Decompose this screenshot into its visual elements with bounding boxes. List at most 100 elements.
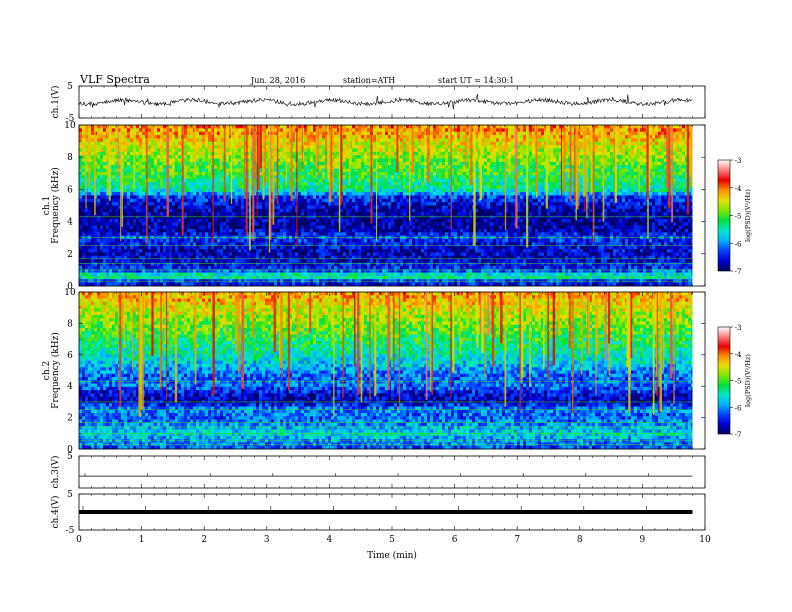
spectrogram-cell [307,192,310,196]
spectrogram-cell [196,128,199,132]
spectrogram-cell [151,195,154,199]
spectrogram-cell [238,162,241,166]
spectrogram-cell [439,172,442,176]
spectrogram-cell [520,169,523,173]
spectrogram-cell [487,148,490,152]
spectrogram-cell [388,169,391,173]
spectrogram-cell [172,189,175,193]
spectrogram-cell [673,135,676,139]
spectrogram-cell [85,175,88,179]
spectrogram-cell [199,192,202,196]
spectrogram-cell [658,162,661,166]
spectrogram-cell [286,189,289,193]
spectrogram-cell [661,189,664,193]
spectrogram-cell [187,162,190,166]
spectrogram-cell [361,128,364,132]
spectrogram-cell [400,162,403,166]
spectrogram-cell [175,162,178,166]
spectrogram-cell [205,179,208,183]
spectrogram-cell [235,152,238,156]
spectrogram-cell [502,182,505,186]
spectrogram-cell [241,195,244,199]
spectrogram-cell [490,202,493,206]
spectrogram-cell [385,148,388,152]
spectrogram-cell [442,189,445,193]
spectrogram-cell [202,169,205,173]
spectrogram-cell [433,169,436,173]
spectrogram-cell [91,192,94,196]
spectrogram-cell [652,159,655,163]
spectrogram-cell [643,162,646,166]
spectrogram-cell [415,142,418,146]
spectrogram-cell [319,132,322,136]
spectrogram-cell [232,199,235,203]
spectrogram-cell [436,189,439,193]
spectrogram-cell [103,172,106,176]
spectrogram-cell [463,199,466,203]
spectrogram-cell [229,206,232,210]
spectrogram-cell [79,148,82,152]
spectrogram-cell [139,162,142,166]
spectrogram-cell [385,152,388,156]
spectrogram-cell [112,162,115,166]
spectrogram-cell [406,148,409,152]
spectrogram-cell [352,142,355,146]
spectrogram-cell [382,152,385,156]
spectrogram-cell [202,142,205,146]
spectrogram-cell [622,195,625,199]
spectrogram-cell [226,179,229,183]
spectrogram-cell [460,192,463,196]
spectrogram-cell [463,182,466,186]
spectrogram-cell [439,199,442,203]
spectrogram-cell [628,185,631,189]
spectrogram-cell [127,125,130,129]
spectrogram-cell [190,135,193,139]
spectrogram-cell [610,175,613,179]
spectrogram-cell [511,195,514,199]
spectrogram-cell [433,179,436,183]
spectrogram-cell [196,165,199,169]
spectrogram-cell [322,165,325,169]
spectrogram-cell [382,172,385,176]
spectrogram-cell [127,165,130,169]
spectrogram-cell [343,192,346,196]
spectrogram-cell [346,132,349,136]
spectrogram-cell [430,175,433,179]
spectrogram-cell [664,189,667,193]
spectrogram-cell [190,159,193,163]
spectrogram-cell [454,155,457,159]
spectrogram-cell [241,132,244,136]
spectrogram-cell [532,195,535,199]
spectrogram-cell [580,125,583,129]
spectrogram-cell [610,135,613,139]
spectrogram-cell [673,162,676,166]
spectrogram-cell [397,172,400,176]
spectrogram-cell [466,179,469,183]
spectrogram-cell [85,125,88,129]
spectrogram-cell [436,175,439,179]
spectrogram-cell [202,199,205,203]
spectrogram-cell [358,132,361,136]
spectrogram-cell [139,155,142,159]
spectrogram-cell [502,195,505,199]
spectrogram-cell [175,159,178,163]
spectrogram-cell [529,152,532,156]
spectrogram-cell [625,155,628,159]
spectrogram-cell [607,189,610,193]
spectrogram-cell [112,145,115,149]
spectrogram-cell [652,148,655,152]
spectrogram-cell [100,189,103,193]
spectrogram-cell [406,189,409,193]
spectrogram-cell [148,195,151,199]
spectrogram-cell [580,189,583,193]
spectrogram-cell [442,138,445,142]
spectrogram-cell [307,179,310,183]
spectrogram-cell [493,165,496,169]
spectrogram-cell [310,202,313,206]
spectrogram-cell [502,165,505,169]
spectrogram-cell [199,182,202,186]
spectrogram-cell [88,189,91,193]
spectrogram-cell [373,125,376,129]
spectrogram-cell [454,138,457,142]
spectrogram-cell [550,162,553,166]
